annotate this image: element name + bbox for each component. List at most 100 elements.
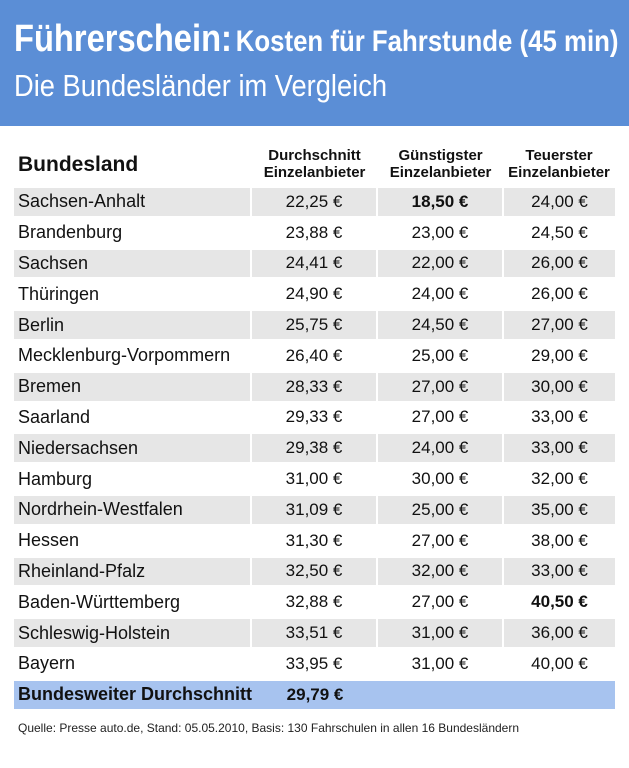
cell-bundesland: Saarland bbox=[14, 403, 253, 432]
cell-guenstigster: 24,50 € bbox=[378, 311, 505, 339]
header-bundesland: Bundesland bbox=[14, 143, 253, 185]
cell-durchschnitt: 33,95 € bbox=[252, 649, 379, 678]
table-row: Berlin 25,75 €24,50 €27,00 € bbox=[14, 311, 615, 339]
cell-bundesland: Bremen bbox=[14, 372, 253, 401]
cell-durchschnitt: 31,00 € bbox=[252, 465, 379, 493]
table-header-row: Bundesland Durchschnitt Einzelanbieter G… bbox=[14, 143, 615, 185]
cell-teuerster: 38,00 € bbox=[531, 530, 588, 550]
cell-bundesland: Hessen bbox=[14, 526, 253, 555]
cell-teuerster: 40,50 € bbox=[531, 592, 588, 612]
cell-teuerster: 33,00 € bbox=[531, 407, 588, 427]
cell-durchschnitt: 22,25 € bbox=[252, 188, 379, 216]
cell-durchschnitt: 29,33 € bbox=[252, 403, 379, 432]
header-durchschnitt: Durchschnitt Einzelanbieter bbox=[252, 143, 379, 185]
total-durchschnitt: 29,79 € bbox=[252, 680, 379, 709]
header-guenstigster-line1: Günstigster bbox=[398, 147, 483, 164]
cell-guenstigster: 27,00 € bbox=[378, 588, 505, 617]
header-teuerster-line2: Einzelanbieter bbox=[508, 164, 610, 181]
table-row: Mecklenburg-Vorpommern 26,40 €25,00 € 29,0… bbox=[14, 341, 615, 370]
header-guenstigster-line2: Einzelanbieter bbox=[389, 164, 492, 181]
header-durchschnitt-line1: Durchschnitt bbox=[268, 147, 361, 164]
cell-teuerster: 33,00 € bbox=[504, 557, 615, 586]
header-teuerster: Teuerster Einzelanbieter bbox=[504, 143, 615, 185]
table-row: Bremen 28,33 €27,00 €30,00 € bbox=[14, 372, 615, 401]
cell-guenstigster: 24,00 € bbox=[378, 280, 505, 309]
cell-guenstigster: 25,00 € bbox=[378, 495, 505, 524]
cell-bundesland: Sachsen-Anhalt bbox=[14, 188, 253, 216]
header-teuerster-line1: Teuerster bbox=[525, 147, 593, 164]
cost-table: Bundesland Durchschnitt Einzelanbieter G… bbox=[14, 140, 615, 712]
table-row: Sachsen-Anhalt 22,25 €18,50 €24,00 € bbox=[14, 188, 615, 216]
table-row: Hamburg 31,00 €30,00 € 32,00 € bbox=[14, 465, 615, 493]
header-guenstigster: Günstigster Einzelanbieter bbox=[378, 143, 505, 185]
cell-durchschnitt: 31,30 € bbox=[252, 526, 379, 555]
cell-teuerster: 27,00 € bbox=[504, 311, 615, 339]
cell-bundesland: Mecklenburg-Vorpommern bbox=[14, 341, 253, 370]
cell-bundesland: Berlin bbox=[14, 311, 253, 339]
cell-bundesland: Bayern bbox=[14, 649, 253, 678]
cell-guenstigster: 24,00 € bbox=[378, 434, 505, 463]
cell-teuerster: 26,00 € bbox=[531, 284, 588, 304]
cell-durchschnitt: 33,51 € bbox=[252, 619, 379, 647]
cell-guenstigster: 30,00 € bbox=[378, 465, 505, 493]
table-row: Niedersachsen 29,38 €24,00 €33,00 € bbox=[14, 434, 615, 463]
cell-bundesland: Rheinland-Pfalz bbox=[14, 557, 253, 586]
cell-bundesland: Brandenburg bbox=[14, 218, 253, 247]
cell-durchschnitt: 32,50 € bbox=[252, 557, 379, 586]
cell-guenstigster: 27,00 € bbox=[378, 372, 505, 401]
cell-bundesland: Hamburg bbox=[14, 465, 253, 493]
source-note: Quelle: Presse auto.de, Stand: 05.05.201… bbox=[18, 721, 520, 735]
table-row: Thüringen 24,90 €24,00 € 26,00 € bbox=[14, 280, 615, 309]
cell-teuerster: 36,00 € bbox=[504, 619, 615, 647]
table-row: Nordrhein-Westfalen 31,09 €25,00 €35,00 € bbox=[14, 495, 615, 524]
cell-durchschnitt: 28,33 € bbox=[252, 372, 379, 401]
cell-teuerster: 29,00 € bbox=[531, 345, 588, 365]
page-subtitle: Die Bundesländer im Vergleich bbox=[14, 68, 388, 103]
cell-guenstigster: 31,00 € bbox=[378, 619, 505, 647]
cell-teuerster: 33,00 € bbox=[504, 434, 615, 463]
cell-durchschnitt: 24,90 € bbox=[252, 280, 379, 309]
cell-bundesland: Schleswig-Holstein bbox=[14, 619, 253, 647]
cell-bundesland: Niedersachsen bbox=[14, 434, 253, 463]
cell-guenstigster: 23,00 € bbox=[378, 218, 505, 247]
cell-teuerster: 24,00 € bbox=[504, 188, 615, 216]
cell-guenstigster: 31,00 € bbox=[378, 649, 505, 678]
cell-durchschnitt: 25,75 € bbox=[252, 311, 379, 339]
table-row: Saarland 29,33 €27,00 € 33,00 € bbox=[14, 403, 615, 432]
cell-teuerster: 35,00 € bbox=[504, 495, 615, 524]
cell-guenstigster: 18,50 € bbox=[378, 188, 505, 216]
table-row: Schleswig-Holstein 33,51 €31,00 €36,00 € bbox=[14, 619, 615, 647]
table-row: Hessen 31,30 €27,00 € 38,00 € bbox=[14, 526, 615, 555]
cell-guenstigster: 32,00 € bbox=[378, 557, 505, 586]
cell-durchschnitt: 29,38 € bbox=[252, 434, 379, 463]
table-row: Sachsen 24,41 €22,00 €26,00 € bbox=[14, 249, 615, 278]
cell-guenstigster: 27,00 € bbox=[378, 526, 505, 555]
cell-teuerster: 32,00 € bbox=[531, 469, 588, 489]
title-topic: Kosten für Fahrstunde (45 min) bbox=[235, 25, 619, 58]
cell-teuerster: 26,00 € bbox=[504, 249, 615, 278]
table-row: Rheinland-Pfalz 32,50 €32,00 €33,00 € bbox=[14, 557, 615, 586]
title-main: Führerschein: bbox=[14, 18, 232, 60]
table-row: Brandenburg 23,88 €23,00 € 24,50 € bbox=[14, 218, 615, 247]
cell-durchschnitt: 26,40 € bbox=[252, 341, 379, 370]
cell-durchschnitt: 23,88 € bbox=[252, 218, 379, 247]
total-empty-cell bbox=[504, 680, 615, 709]
cell-durchschnitt: 31,09 € bbox=[252, 495, 379, 524]
total-row: Bundesweiter Durchschnitt 29,79 € bbox=[14, 680, 615, 709]
header-durchschnitt-line2: Einzelanbieter bbox=[263, 164, 366, 181]
cell-guenstigster: 22,00 € bbox=[378, 249, 505, 278]
cell-teuerster: 24,50 € bbox=[531, 222, 588, 242]
page-title: Führerschein: Kosten für Fahrstunde (45 … bbox=[14, 18, 618, 61]
cell-teuerster: 40,00 € bbox=[531, 653, 588, 673]
cell-durchschnitt: 24,41 € bbox=[252, 249, 379, 278]
cell-durchschnitt: 32,88 € bbox=[252, 588, 379, 617]
cell-teuerster: 30,00 € bbox=[504, 372, 615, 401]
cell-bundesland: Thüringen bbox=[14, 280, 253, 309]
cell-guenstigster: 25,00 € bbox=[378, 341, 505, 370]
table-row: Baden-Württemberg 32,88 €27,00 € 40,50 € bbox=[14, 588, 615, 617]
cell-guenstigster: 27,00 € bbox=[378, 403, 505, 432]
title-banner: Führerschein: Kosten für Fahrstunde (45 … bbox=[0, 0, 629, 126]
total-empty-cell bbox=[378, 680, 505, 709]
table-row: Bayern 33,95 €31,00 € 40,00 € bbox=[14, 649, 615, 678]
cell-bundesland: Sachsen bbox=[14, 249, 253, 278]
